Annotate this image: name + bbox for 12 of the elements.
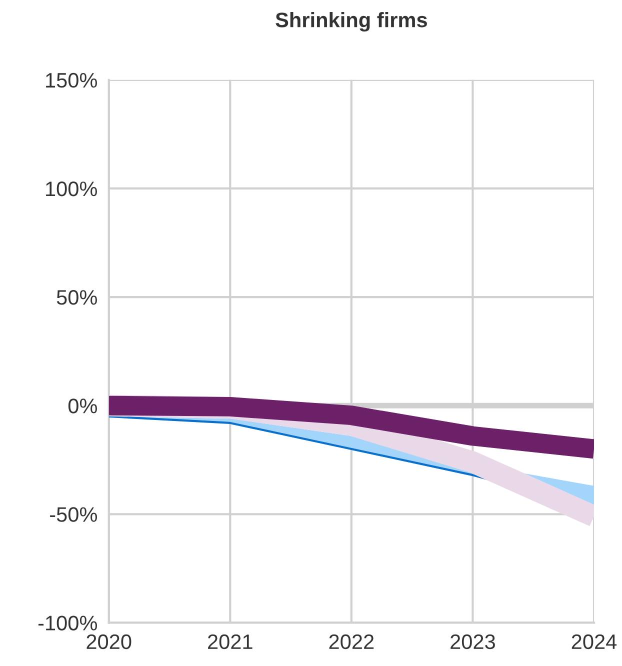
x-tick-label: 2023 (450, 634, 495, 650)
y-tick-label: 50% (56, 290, 97, 305)
x-tick-label: 2024 (572, 634, 617, 650)
y-tick-label: -50% (50, 507, 97, 522)
y-tick-label: 0% (68, 398, 97, 414)
y-tick-label: 150% (46, 72, 97, 88)
y-tick-label: 100% (46, 181, 97, 196)
x-tick-label: 2021 (208, 634, 252, 650)
y-tick-label: -100% (38, 616, 97, 630)
x-tick-label: 2022 (329, 634, 374, 650)
x-tick-label: 2020 (86, 634, 132, 650)
chart-title: Shrinking firms (276, 12, 427, 32)
